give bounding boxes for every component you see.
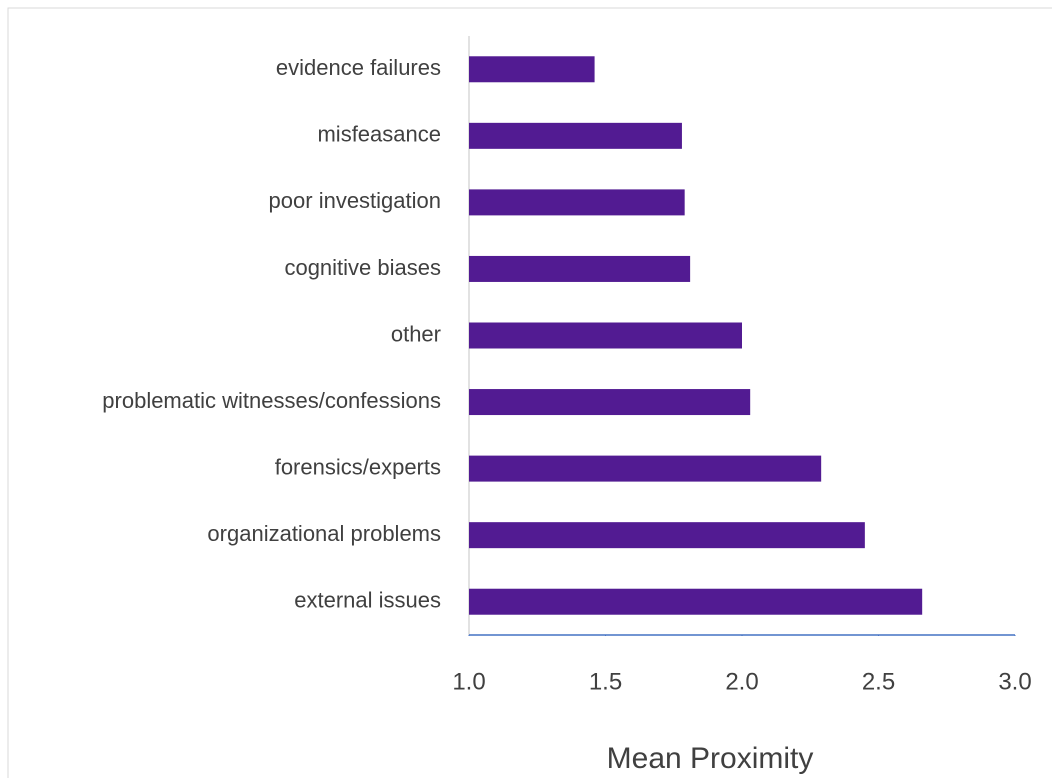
y-tick-label: poor investigation: [269, 188, 441, 213]
bar: [469, 522, 865, 549]
y-tick-label: misfeasance: [317, 122, 441, 147]
chart-border: [7, 7, 1052, 778]
x-tick-label: 2.0: [725, 668, 758, 695]
x-axis-title: Mean Proximity: [607, 742, 814, 775]
y-tick-label: cognitive biases: [284, 255, 441, 280]
x-tick-label: 1.5: [589, 668, 622, 695]
bar: [469, 56, 595, 83]
y-tick-label: forensics/experts: [275, 454, 441, 479]
bar: [469, 389, 751, 416]
y-tick-label: evidence failures: [276, 55, 441, 80]
y-tick-label: problematic witnesses/confessions: [102, 388, 441, 413]
x-tick-label: 1.0: [452, 668, 485, 695]
bar: [469, 255, 691, 282]
bar: [469, 322, 742, 349]
x-tick-label: 2.5: [862, 668, 895, 695]
bar: [469, 455, 822, 482]
y-tick-label: organizational problems: [207, 521, 441, 546]
y-tick-label: external issues: [294, 588, 441, 613]
bar: [469, 189, 685, 216]
bar: [469, 588, 923, 615]
x-tick-label: 3.0: [998, 668, 1031, 695]
bar: [469, 122, 682, 149]
y-tick-label: other: [391, 321, 441, 346]
